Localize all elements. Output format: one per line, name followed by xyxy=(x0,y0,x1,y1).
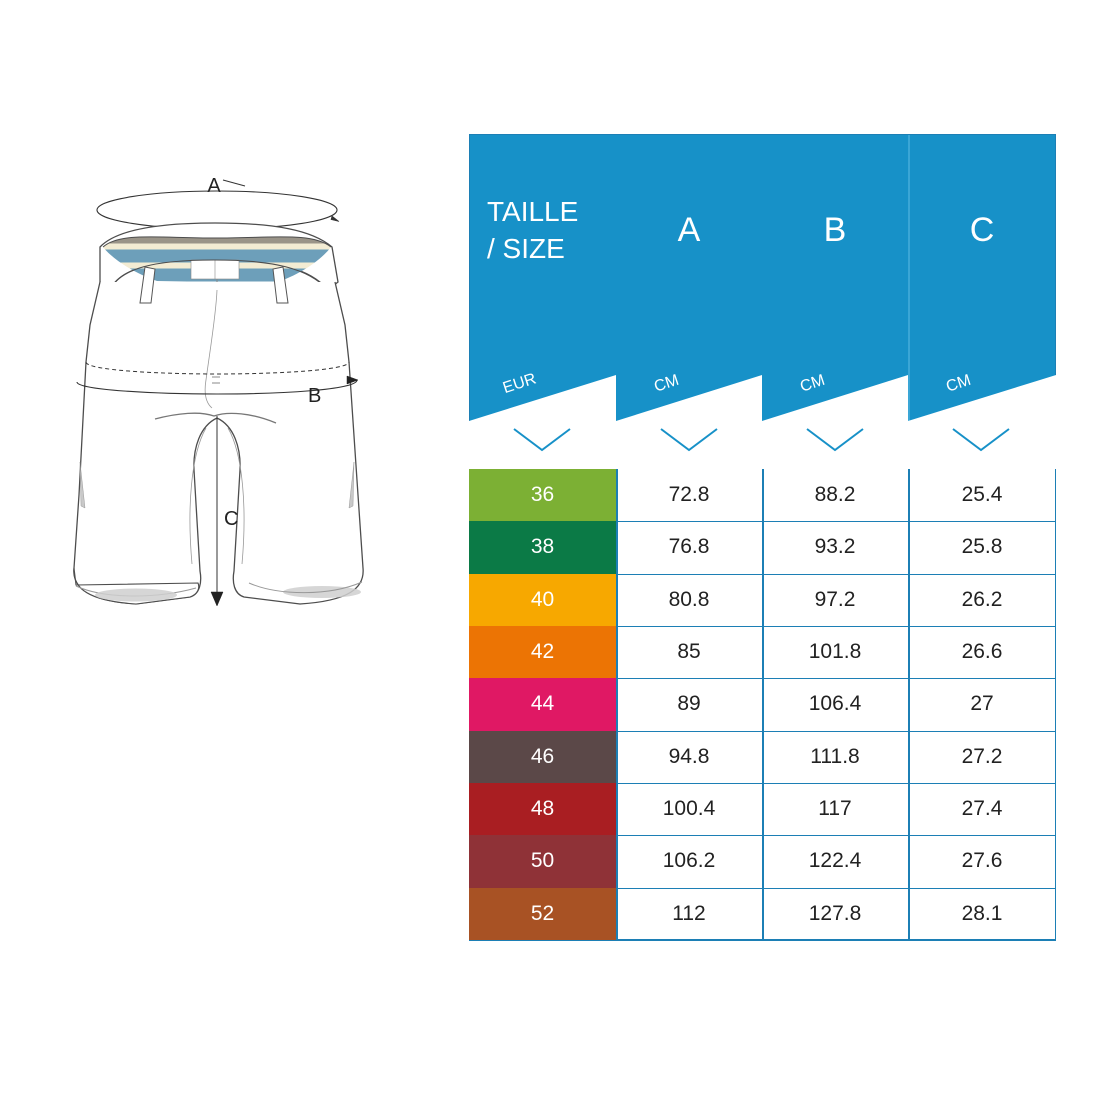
svg-text:CM: CM xyxy=(944,372,973,396)
svg-text:CM: CM xyxy=(798,372,827,396)
svg-text:C: C xyxy=(224,508,238,530)
svg-text:B: B xyxy=(308,385,321,407)
svg-text:A: A xyxy=(207,175,221,197)
svg-text:EUR: EUR xyxy=(501,370,538,397)
svg-text:CM: CM xyxy=(652,372,681,396)
